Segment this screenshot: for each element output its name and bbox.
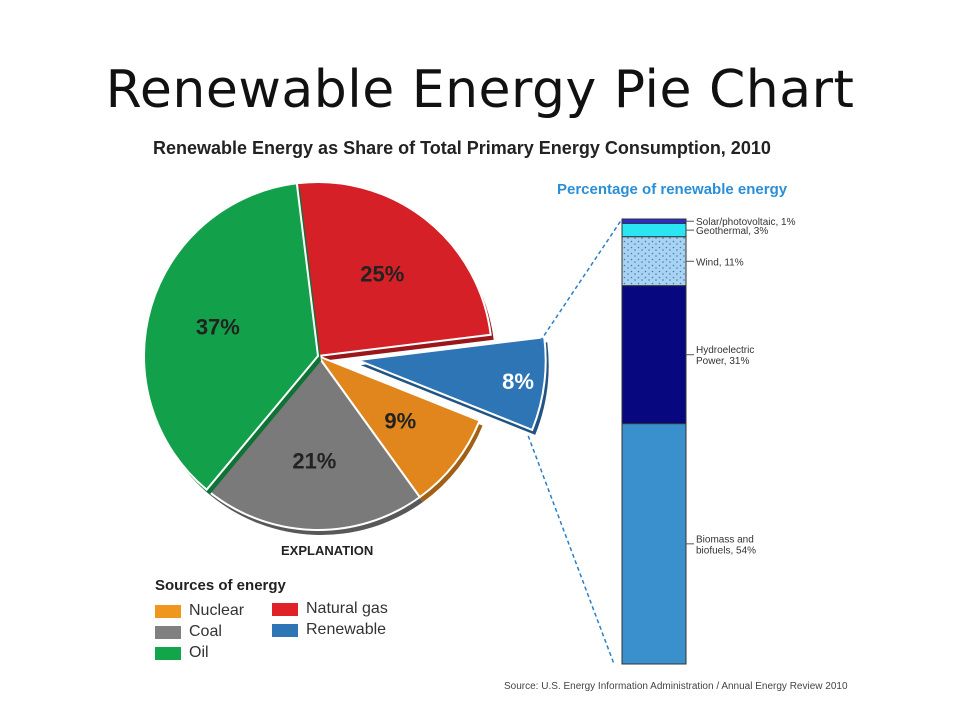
pie-label-renewable: 8% xyxy=(502,369,534,394)
bar-label-geothermal: Geothermal, 3% xyxy=(696,226,768,237)
legend-item-oil: Oil xyxy=(155,644,209,662)
pie-slice-oil xyxy=(143,182,320,492)
pie-slice-nuclear xyxy=(315,353,481,499)
legend-swatch-natural-gas xyxy=(272,602,298,616)
legend-swatch-renewable xyxy=(272,623,298,637)
pie-slice-natural-gas xyxy=(295,181,492,358)
stacked-bar: Solar/photovoltaic, 1%Geothermal, 3% Wind… xyxy=(621,217,796,665)
legend-label-coal: Coal xyxy=(189,623,222,640)
pie-label-natural-gas: 25% xyxy=(360,262,404,287)
pie-label-oil: 37% xyxy=(196,315,240,340)
bar-segment-solar-photovoltaic xyxy=(621,218,687,224)
legend-item-natural-gas: Natural gas xyxy=(272,600,388,618)
slide-title: Renewable Energy Pie Chart xyxy=(105,60,855,120)
legend-swatch-nuclear xyxy=(155,604,181,618)
legend-item-nuclear: Nuclear xyxy=(155,602,244,620)
legend-swatch-oil xyxy=(155,646,181,660)
pie-slice-coal xyxy=(205,354,422,531)
legend-label-renewable: Renewable xyxy=(306,621,387,638)
pie-label-coal: 21% xyxy=(292,448,336,473)
bar-segment-geothermal xyxy=(621,222,687,238)
bar-segment-wind xyxy=(621,236,687,287)
bar-label-hydroelectric-power: Hydroelectric Power, 31% xyxy=(696,345,754,367)
legend-label-natural-gas: Natural gas xyxy=(306,600,388,617)
bar-label-solar-photovoltaic: Solar/photovoltaic, 1% xyxy=(696,217,796,228)
source-note: Source: U.S. Energy Information Administ… xyxy=(504,681,848,692)
legend-title: Sources of energy xyxy=(155,577,286,594)
connector-lines xyxy=(527,218,623,665)
legend-label-nuclear: Nuclear xyxy=(189,602,245,619)
legend-item-coal: Coal xyxy=(155,623,222,641)
bar-segment-hydroelectric-power xyxy=(621,285,687,425)
pie-slice-renewable xyxy=(357,336,547,432)
connector-line-bottom xyxy=(527,435,615,665)
legend-heading: EXPLANATION xyxy=(281,543,374,558)
pie-chart: 25% 8% 9% 21% 37% xyxy=(143,181,549,535)
legend-swatch-coal xyxy=(155,625,181,639)
legend-item-renewable: Renewable xyxy=(272,621,386,639)
bar-label-biomass-and-biofuels: Biomass and biofuels, 54% xyxy=(696,534,756,556)
chart-title: Renewable Energy as Share of Total Prima… xyxy=(153,138,771,158)
legend-label-oil: Oil xyxy=(189,644,209,661)
pie-label-nuclear: 9% xyxy=(384,408,416,433)
stacked-bar-title: Percentage of renewable energy xyxy=(557,181,788,198)
bar-label-wind: Wind, 11% xyxy=(696,257,744,268)
connector-line-top xyxy=(539,218,623,342)
bar-segment-biomass-and-biofuels xyxy=(621,423,687,665)
